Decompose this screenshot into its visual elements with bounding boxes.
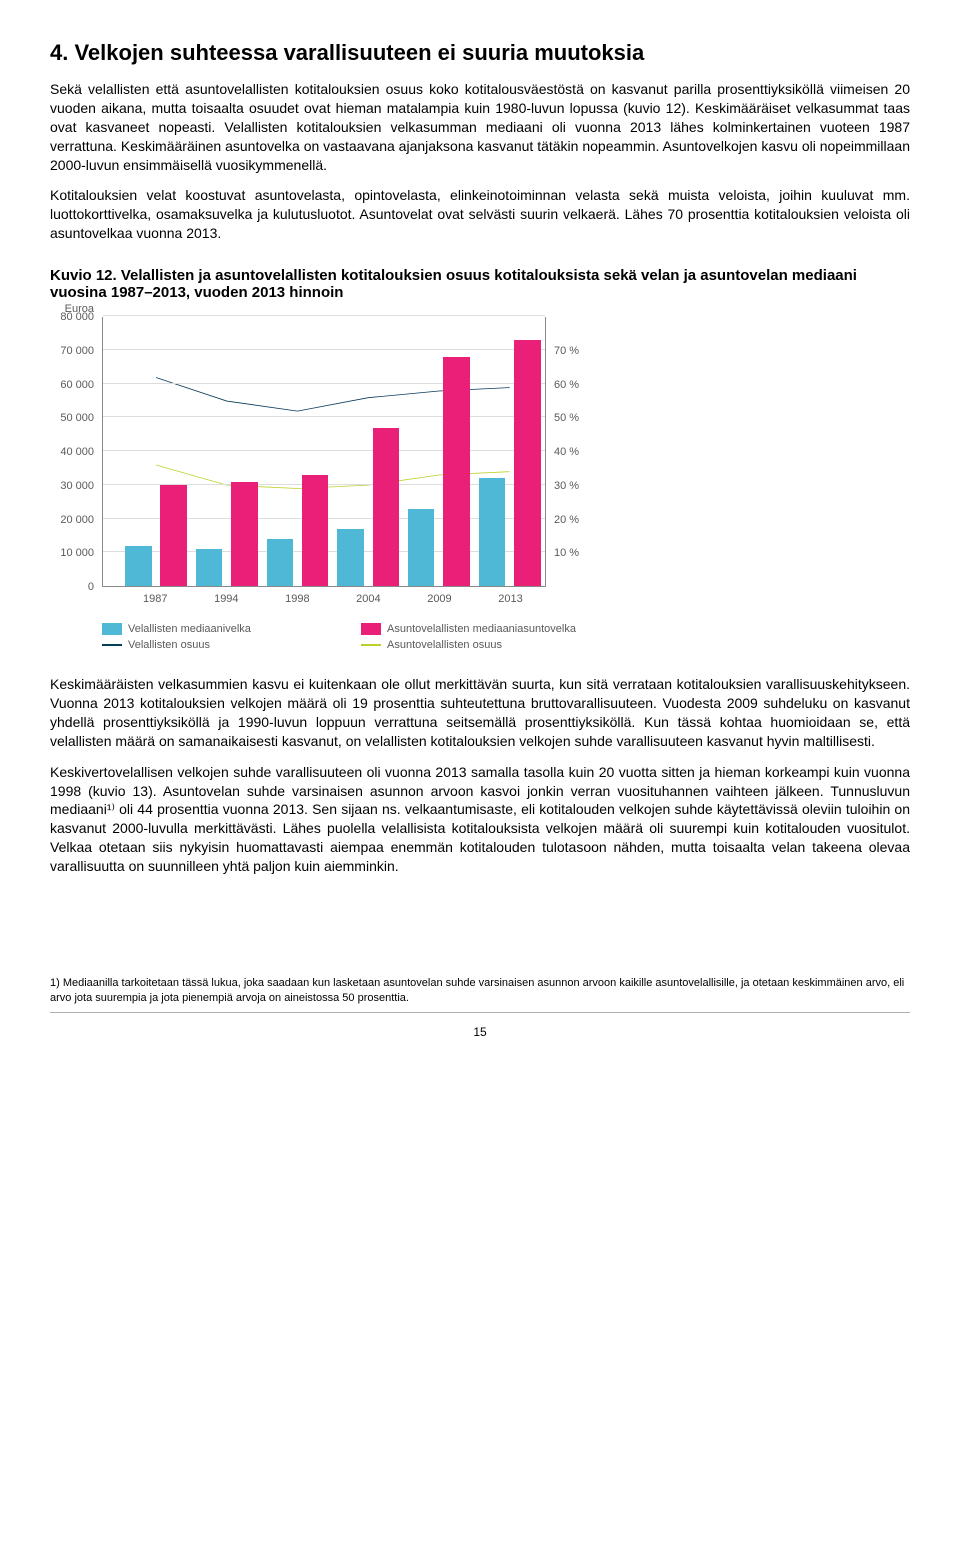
bar-velallisten xyxy=(408,509,435,587)
grid-line xyxy=(103,349,545,350)
swatch-line1 xyxy=(102,644,122,646)
y-left-tick: 70 000 xyxy=(60,345,94,357)
y-right-tick: 30 % xyxy=(554,480,579,492)
bar-asuntovelallisten xyxy=(302,475,329,586)
grid-line xyxy=(103,416,545,417)
y-left-tick: 0 xyxy=(88,581,94,593)
y-left-tick: 50 000 xyxy=(60,412,94,424)
swatch-bar2 xyxy=(361,623,381,635)
legend-bar2: Asuntovelallisten mediaaniasuntovelka xyxy=(361,623,590,635)
plot-region xyxy=(102,317,546,587)
bar-asuntovelallisten xyxy=(443,357,470,587)
y-right-tick: 50 % xyxy=(554,412,579,424)
y-right-tick: 70 % xyxy=(554,345,579,357)
page-number: 15 xyxy=(50,1025,910,1039)
y-right-tick: 10 % xyxy=(554,547,579,559)
y-axis-left: Euroa 010 00020 00030 00040 00050 00060 … xyxy=(50,307,98,587)
bar-velallisten xyxy=(479,478,506,586)
y-left-tick: 40 000 xyxy=(60,446,94,458)
footnote: 1) Mediaanilla tarkoitetaan tässä lukua,… xyxy=(50,976,910,1013)
y-left-tick: 30 000 xyxy=(60,480,94,492)
chart-title: Kuvio 12. Velallisten ja asuntovelallist… xyxy=(50,267,910,301)
bar-asuntovelallisten xyxy=(373,428,400,587)
x-label: 1994 xyxy=(214,593,238,605)
section-heading: 4. Velkojen suhteessa varallisuuteen ei … xyxy=(50,40,910,66)
legend-bar2-label: Asuntovelallisten mediaaniasuntovelka xyxy=(387,623,576,635)
swatch-bar1 xyxy=(102,623,122,635)
legend-line1: Velallisten osuus xyxy=(102,639,331,651)
grid-line xyxy=(103,450,545,451)
legend-bar1: Velallisten mediaanivelka xyxy=(102,623,331,635)
legend-line1-label: Velallisten osuus xyxy=(128,639,210,651)
x-label: 1987 xyxy=(143,593,167,605)
bar-velallisten xyxy=(267,539,294,586)
x-axis-labels: 1987 1994 1998 2004 2009 2013 xyxy=(102,593,546,611)
y-left-tick: 10 000 xyxy=(60,547,94,559)
y-left-tick: 60 000 xyxy=(60,379,94,391)
x-label: 2013 xyxy=(498,593,522,605)
grid-line xyxy=(103,315,545,316)
bar-velallisten xyxy=(196,549,223,586)
bar-velallisten xyxy=(337,529,364,586)
x-label: 2009 xyxy=(427,593,451,605)
bar-asuntovelallisten xyxy=(514,340,541,586)
y-axis-right: 10 % 20 % 30 % 40 % 50 % 60 % 70 % xyxy=(550,307,590,587)
bar-asuntovelallisten xyxy=(231,482,258,587)
x-label: 2004 xyxy=(356,593,380,605)
paragraph-4: Keskivertovelallisen velkojen suhde vara… xyxy=(50,763,910,876)
legend-bar1-label: Velallisten mediaanivelka xyxy=(128,623,251,635)
chart-area: Euroa 010 00020 00030 00040 00050 00060 … xyxy=(102,307,546,617)
y-right-tick: 60 % xyxy=(554,379,579,391)
y-left-tick: 80 000 xyxy=(60,311,94,323)
legend-line2: Asuntovelallisten osuus xyxy=(361,639,590,651)
paragraph-2: Kotitalouksien velat koostuvat asuntovel… xyxy=(50,186,910,243)
bar-asuntovelallisten xyxy=(160,485,187,586)
paragraph-1: Sekä velallisten että asuntovelallisten … xyxy=(50,80,910,174)
y-right-tick: 40 % xyxy=(554,446,579,458)
bar-velallisten xyxy=(125,546,152,587)
y-left-tick: 20 000 xyxy=(60,514,94,526)
legend: Velallisten mediaanivelka Asuntovelallis… xyxy=(102,623,590,651)
swatch-line2 xyxy=(361,644,381,646)
y-right-tick: 20 % xyxy=(554,514,579,526)
grid-line xyxy=(103,383,545,384)
paragraph-3: Keskimääräisten velkasummien kasvu ei ku… xyxy=(50,675,910,751)
legend-line2-label: Asuntovelallisten osuus xyxy=(387,639,502,651)
x-label: 1998 xyxy=(285,593,309,605)
chart-container: Euroa 010 00020 00030 00040 00050 00060 … xyxy=(50,307,590,651)
